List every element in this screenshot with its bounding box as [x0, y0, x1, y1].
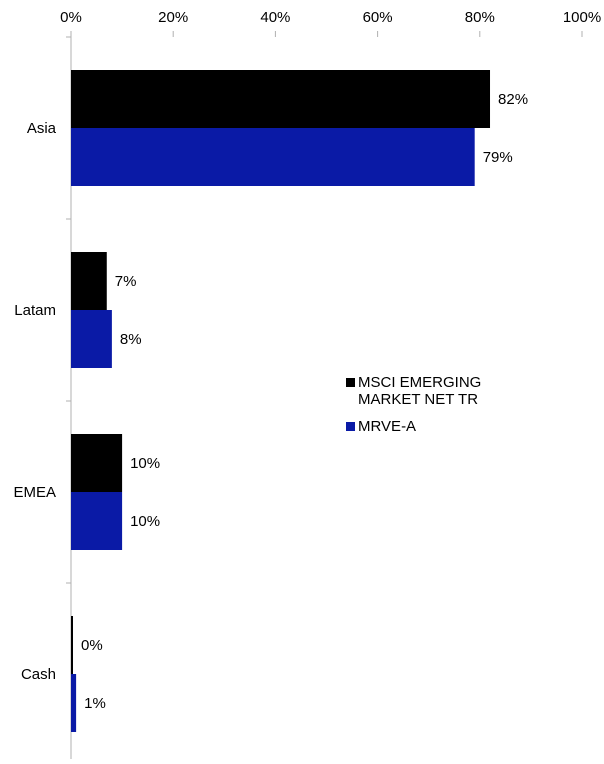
bar [71, 128, 475, 186]
bar [71, 70, 491, 128]
x-tick-label: 100% [563, 9, 601, 26]
data-label: 10% [130, 455, 160, 472]
bar [71, 674, 77, 732]
bar [71, 252, 107, 310]
x-tick-label: 20% [158, 9, 188, 26]
bar [71, 616, 73, 674]
legend-swatch [346, 378, 355, 387]
legend-label: MSCI EMERGING [358, 374, 481, 391]
category-label: Cash [21, 666, 56, 683]
data-label: 8% [120, 331, 142, 348]
data-label: 82% [498, 91, 528, 108]
category-label: EMEA [13, 484, 56, 501]
label-layer: Asia Latam EMEA Cash 82% 7% 10% 0% 79% 8% 10% 1% [13, 91, 528, 712]
x-tick-label: 60% [363, 9, 393, 26]
x-tick-label: 40% [260, 9, 290, 26]
data-label: 1% [84, 695, 106, 712]
legend-label: MRVE-A [358, 418, 416, 435]
x-tick-label: 80% [465, 9, 495, 26]
bar [71, 310, 112, 368]
bar [71, 434, 123, 492]
x-tick-label: 0% [60, 9, 82, 26]
legend-swatch [346, 422, 355, 431]
bar [71, 492, 123, 550]
data-label: 7% [115, 273, 137, 290]
category-label: Latam [14, 302, 56, 319]
data-label: 79% [483, 149, 513, 166]
data-label: 0% [81, 637, 103, 654]
legend-label: MARKET NET TR [358, 391, 478, 408]
data-label: 10% [130, 513, 160, 530]
category-label: Asia [27, 120, 57, 137]
bar-layer [71, 70, 491, 732]
